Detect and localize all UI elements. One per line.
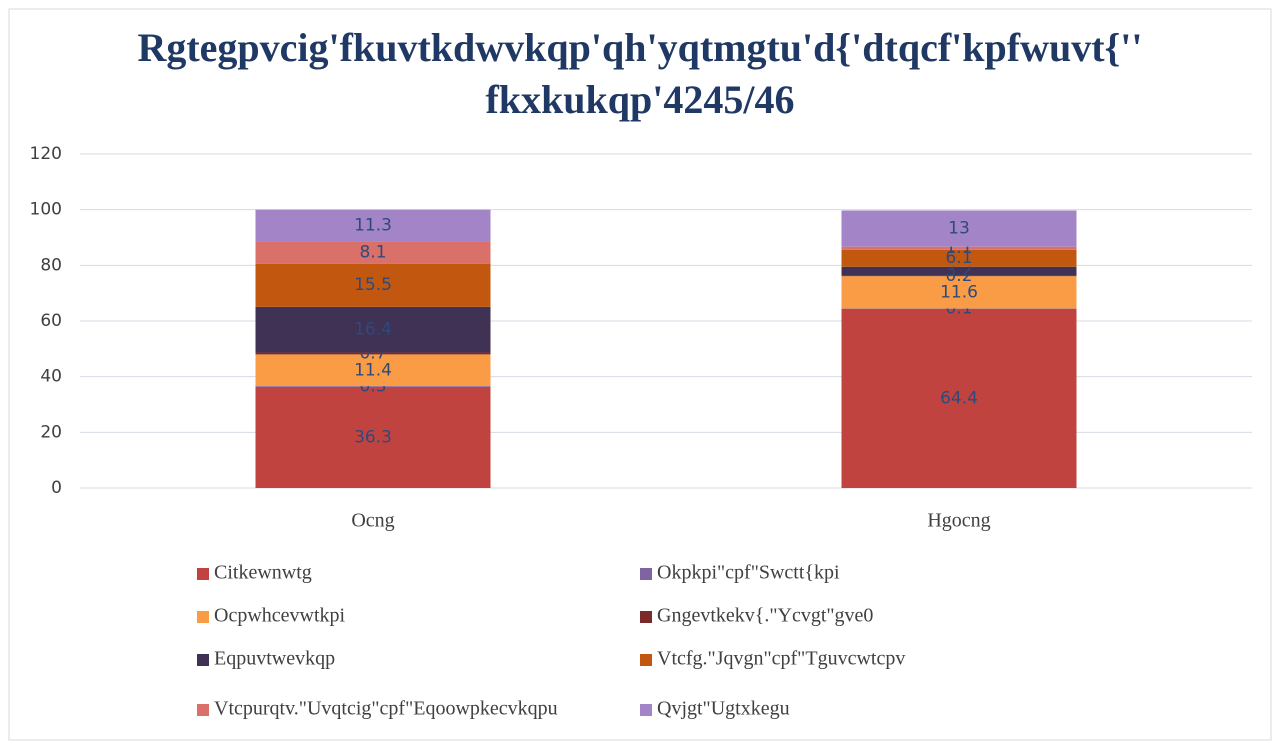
- bar-segment: [255, 263, 491, 307]
- data-label: 36.3: [354, 427, 392, 447]
- bar-segment: [255, 354, 491, 387]
- chart-title: fkxkukqp'4245/46: [485, 77, 794, 122]
- bar-segment: [841, 308, 1077, 488]
- data-label: 11.3: [354, 215, 392, 235]
- bar-segment: [841, 246, 1077, 250]
- data-label: 13: [948, 219, 970, 239]
- bar-segment: [841, 276, 1077, 309]
- legend-swatch: [197, 611, 209, 623]
- legend-swatch: [197, 568, 209, 580]
- x-tick-label: Ocng: [351, 510, 394, 532]
- legend-label: Eqpuvtwevkqp: [214, 648, 335, 670]
- data-label: 11.6: [940, 282, 978, 302]
- legend-swatch: [640, 568, 652, 580]
- y-tick-label: 40: [40, 367, 62, 387]
- legend-label: Qvjgt"Ugtxkegu: [657, 698, 790, 720]
- bar-segment: [255, 352, 491, 355]
- y-tick-label: 0: [51, 478, 62, 498]
- data-label: 6.1: [945, 248, 972, 268]
- legend-swatch: [197, 654, 209, 666]
- legend-swatch: [197, 704, 209, 716]
- bar-segment: [841, 249, 1077, 267]
- data-label: 11.4: [354, 360, 392, 380]
- bar-segment: [841, 266, 1077, 276]
- legend-label: Vtcfg."Jqvgn"cpf"Tguvcwtcpv: [657, 648, 905, 670]
- bar-segment: [841, 210, 1077, 247]
- data-label: 16.4: [354, 320, 392, 340]
- legend-label: Vtcpurqtv."Uvqtcig"cpf"Eqoowpkecvkqpu: [214, 698, 558, 720]
- data-label: 15.5: [354, 275, 392, 295]
- legend-label: Gngevtkekv{."Ycvgt"gve0: [657, 605, 873, 627]
- legend-label: Ocpwhcevwtkpi: [214, 605, 346, 627]
- bar-segment: [255, 386, 491, 488]
- legend-swatch: [640, 654, 652, 666]
- y-tick-label: 80: [40, 255, 62, 275]
- legend-swatch: [640, 611, 652, 623]
- bar-segment: [255, 209, 491, 242]
- bar-segment: [255, 386, 491, 387]
- legend-label: Citkewnwtg: [214, 562, 312, 584]
- x-tick-label: Hgocng: [927, 510, 990, 532]
- bar-segment: [841, 275, 1077, 277]
- bar-segment: [255, 306, 491, 353]
- chart-title: Rgtegpvcig'fkuvtkdwvkqp'qh'yqtmgtu'd{'dt…: [137, 25, 1142, 70]
- y-tick-label: 60: [40, 311, 62, 331]
- legend-swatch: [640, 704, 652, 716]
- data-label: 8.1: [359, 242, 386, 262]
- bar-segment: [255, 241, 491, 264]
- y-tick-label: 100: [30, 200, 62, 220]
- y-tick-label: 20: [40, 422, 62, 442]
- y-tick-label: 120: [30, 144, 62, 164]
- data-label: 64.4: [940, 388, 978, 408]
- legend-label: Okpkpi"cpf"Swctt{kpi: [657, 562, 840, 584]
